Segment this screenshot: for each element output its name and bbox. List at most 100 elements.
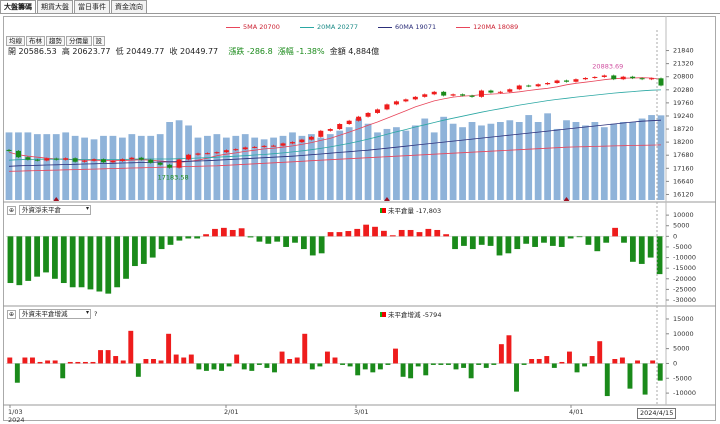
oi-change-bar — [302, 333, 308, 364]
oi-change-bar — [400, 363, 406, 377]
candle — [82, 160, 88, 162]
indicator-subtabs: 均線 布林 趨勢 分價量 設 — [6, 36, 106, 46]
event-marker-1 — [53, 197, 60, 201]
oi-change-bar — [219, 363, 225, 371]
oi-bar — [283, 236, 289, 247]
oi-bar — [389, 235, 396, 237]
candle — [611, 75, 617, 80]
price-quote: 開 20586.53 高 20623.77 低 20449.77 收 20449… — [8, 46, 379, 57]
oi-bar — [238, 228, 245, 237]
oi-bar — [603, 236, 610, 243]
volume-bar — [544, 113, 551, 200]
volume-bar — [600, 127, 608, 200]
volume-bar — [71, 135, 79, 200]
tab-divider — [0, 13, 720, 14]
chart-frame — [3, 16, 716, 421]
tab-market-chips[interactable]: 大盤籌碼 — [0, 0, 36, 13]
panel3-expand-button[interactable]: ⊕ — [7, 309, 16, 319]
volume-bar — [270, 137, 277, 200]
oi-change-bar — [355, 363, 361, 376]
tab-daily-events[interactable]: 當日事件 — [74, 0, 110, 13]
oi-bar — [656, 236, 663, 275]
oi-bar — [132, 236, 138, 267]
volume-bar — [345, 127, 353, 200]
tab-fund-flow[interactable]: 資金流向 — [111, 0, 147, 13]
panel3-indicator-select[interactable]: 外資未平倉增減 — [19, 309, 91, 319]
high-annotation: 20883.69 — [592, 63, 623, 71]
candle — [582, 77, 588, 80]
candle — [119, 159, 125, 161]
panel2-expand-button[interactable]: ⊕ — [7, 205, 16, 215]
volume-bar — [166, 122, 174, 200]
volume-bar — [52, 134, 60, 200]
oi-change-bar — [234, 354, 240, 364]
volume-bar — [459, 127, 466, 200]
oi-change-bar — [491, 363, 497, 365]
y-tick-label: 0 — [673, 359, 677, 367]
subtab-settings[interactable]: 設 — [92, 36, 105, 46]
panel2-indicator-select[interactable]: 外資淨未平倉 — [19, 205, 91, 215]
candle — [346, 120, 352, 125]
oi-change-bar — [151, 359, 156, 364]
oi-change-bar — [362, 363, 368, 370]
oi-bar — [105, 236, 112, 294]
top-tabs: 大盤籌碼 期貨大盤 當日事件 資金流向 — [0, 0, 148, 13]
oi-change-bar — [483, 363, 489, 368]
subtab-ma[interactable]: 均線 — [6, 36, 25, 46]
candle — [478, 90, 484, 97]
subtab-price-volume[interactable]: 分價量 — [66, 36, 92, 46]
oi-bar — [16, 236, 23, 286]
oi-change-bar — [113, 356, 119, 364]
subtab-bollinger[interactable]: 布林 — [26, 36, 45, 46]
candle — [412, 96, 418, 100]
oi-change-bar — [635, 360, 640, 364]
oi-change-bar — [82, 361, 88, 364]
candle — [15, 150, 21, 158]
oi-change-bar — [143, 359, 149, 364]
oi-change-bar — [52, 360, 58, 364]
candle — [327, 129, 333, 131]
ma-legend: 5MA 20700 20MA 20277 60MA 19071 120MA 18… — [226, 22, 518, 32]
oi-bar — [612, 227, 618, 237]
candle — [375, 109, 381, 113]
oi-change-bar — [514, 363, 519, 392]
oi-bar — [60, 236, 67, 284]
oi-change-bar — [30, 357, 35, 364]
oi-change-bar — [619, 357, 625, 364]
volume-bar — [657, 115, 665, 200]
candle — [157, 162, 163, 165]
oi-bar — [594, 236, 601, 252]
updown-marker-icon — [380, 207, 386, 213]
candle — [138, 157, 144, 160]
oi-change-bar — [105, 350, 111, 364]
oi-change-bar — [544, 356, 550, 364]
oi-change-bar — [597, 341, 603, 364]
oi-bar — [407, 229, 414, 237]
y-tick-label: 19240 — [673, 112, 694, 120]
oi-bar — [158, 236, 165, 250]
oi-change-bar — [294, 357, 300, 364]
candle — [488, 90, 494, 93]
oi-bar — [69, 236, 76, 288]
volume-bar — [582, 125, 589, 200]
volume-bar — [534, 122, 542, 200]
oi-change-bar — [135, 363, 141, 377]
candle — [592, 76, 598, 78]
volume-bar — [402, 130, 410, 200]
oi-bar — [96, 236, 103, 292]
oi-change-bar — [249, 363, 255, 371]
quote-open: 開 20586.53 — [8, 47, 57, 56]
oi-bar — [443, 234, 450, 237]
volume-bar — [364, 123, 372, 200]
oi-change-bar — [385, 363, 391, 365]
volume-bar — [525, 115, 533, 200]
candle — [630, 76, 636, 79]
volume-bar — [119, 137, 126, 200]
oi-change-bar — [582, 363, 588, 367]
ma-line-5ma — [8, 77, 662, 163]
tab-futures-market[interactable]: 期貨大盤 — [37, 0, 73, 13]
subtab-trend[interactable]: 趨勢 — [46, 36, 65, 46]
help-icon[interactable]: ? — [94, 310, 98, 318]
y-tick-label: 18720 — [673, 125, 694, 133]
